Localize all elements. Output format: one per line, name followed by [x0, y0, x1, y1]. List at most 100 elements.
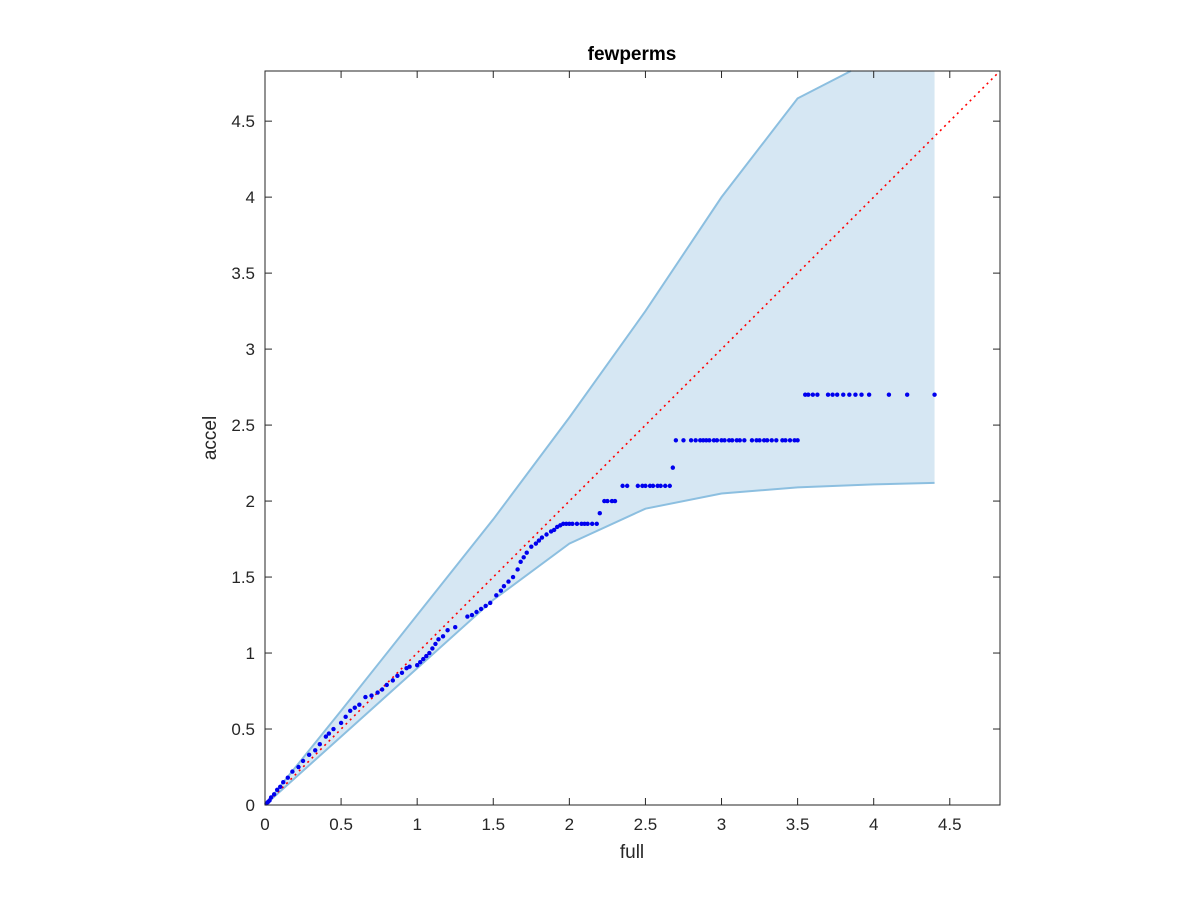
data-point: [714, 438, 720, 443]
data-point: [673, 438, 679, 443]
data-point: [418, 659, 423, 665]
data-point: [701, 438, 706, 443]
data-point: [704, 438, 709, 443]
data-point: [407, 664, 412, 669]
data-point: [780, 438, 785, 443]
data-point: [445, 628, 450, 633]
plot-frame: [264, 70, 1001, 806]
data-point: [834, 392, 840, 397]
data-point: [384, 682, 389, 688]
x-axis-title: full: [620, 842, 644, 863]
data-point: [612, 498, 618, 504]
data-point: [440, 634, 446, 639]
data-point: [268, 795, 274, 800]
data-point: [348, 708, 353, 713]
data-point: [670, 465, 676, 470]
data-point: [643, 483, 648, 489]
data-point: [414, 662, 420, 668]
data-point: [433, 641, 438, 647]
x-tick-label: 2.5: [634, 815, 658, 834]
data-point: [650, 483, 656, 489]
data-point: [932, 392, 937, 397]
data-point: [515, 567, 520, 572]
data-point: [792, 438, 797, 443]
data-point: [841, 392, 846, 397]
x-tick-label: 2: [565, 815, 574, 834]
data-point: [825, 392, 831, 397]
data-point: [729, 438, 735, 443]
data-point: [582, 521, 587, 527]
data-points: [264, 392, 937, 806]
data-point: [357, 702, 362, 707]
y-tick-label: 0: [246, 796, 255, 815]
data-point: [274, 787, 280, 793]
y-tick-label: 0.5: [231, 720, 255, 739]
data-point: [810, 392, 816, 397]
data-point: [757, 438, 762, 443]
data-point: [803, 392, 808, 397]
data-point: [579, 521, 584, 527]
data-point: [815, 392, 820, 397]
data-point: [343, 714, 348, 720]
y-tick-label: 1: [246, 644, 255, 663]
data-point: [853, 392, 858, 397]
data-point: [474, 609, 479, 615]
data-point: [570, 521, 575, 527]
data-point: [375, 690, 380, 695]
data-point: [488, 600, 493, 606]
data-point: [421, 656, 426, 662]
data-point: [859, 392, 864, 397]
data-point: [544, 532, 549, 537]
data-point: [764, 438, 770, 443]
data-point: [658, 483, 663, 489]
data-point: [647, 483, 653, 489]
data-point: [478, 606, 484, 612]
data-point: [390, 678, 396, 683]
data-point: [574, 521, 580, 527]
data-point: [602, 498, 607, 504]
data-point: [424, 653, 429, 659]
confidence-band: [264, 70, 935, 806]
data-point: [655, 483, 660, 489]
data-point: [806, 392, 811, 397]
data-point: [296, 764, 301, 770]
x-tick-label: 4.5: [938, 815, 962, 834]
y-tick-label: 4: [246, 188, 255, 207]
data-point: [667, 483, 672, 489]
data-point: [681, 438, 686, 443]
band-upper-edge: [264, 70, 852, 806]
data-point: [605, 498, 610, 504]
data-point: [737, 438, 742, 443]
data-point: [597, 511, 602, 516]
data-point: [469, 612, 475, 618]
data-point: [620, 483, 625, 489]
data-point: [533, 541, 539, 546]
data-point: [640, 483, 645, 489]
data-point: [539, 535, 545, 540]
data-point: [707, 438, 712, 443]
data-point: [494, 593, 499, 598]
y-tick-label: 2.5: [231, 416, 255, 435]
x-axis-ticks: 0 0.5 1 1.5 2 2.5 3 3.5 4 4.5: [260, 71, 962, 834]
data-point: [698, 438, 703, 443]
y-tick-label: 2: [246, 492, 255, 511]
data-point: [726, 438, 732, 443]
data-point: [436, 637, 441, 642]
y-tick-label: 1.5: [231, 568, 255, 587]
x-tick-label: 1.5: [481, 815, 505, 834]
data-point: [290, 769, 295, 774]
data-point: [795, 438, 800, 443]
data-point: [510, 574, 516, 580]
data-point: [281, 780, 286, 785]
data-point: [761, 438, 767, 443]
data-point: [830, 392, 835, 397]
data-point: [498, 588, 504, 593]
data-point: [609, 498, 615, 504]
data-point: [551, 527, 557, 533]
data-point: [886, 392, 892, 397]
data-point: [711, 438, 717, 443]
data-point: [693, 438, 698, 443]
data-point: [585, 521, 590, 527]
data-point: [567, 521, 572, 527]
x-tick-label: 0: [260, 815, 269, 834]
